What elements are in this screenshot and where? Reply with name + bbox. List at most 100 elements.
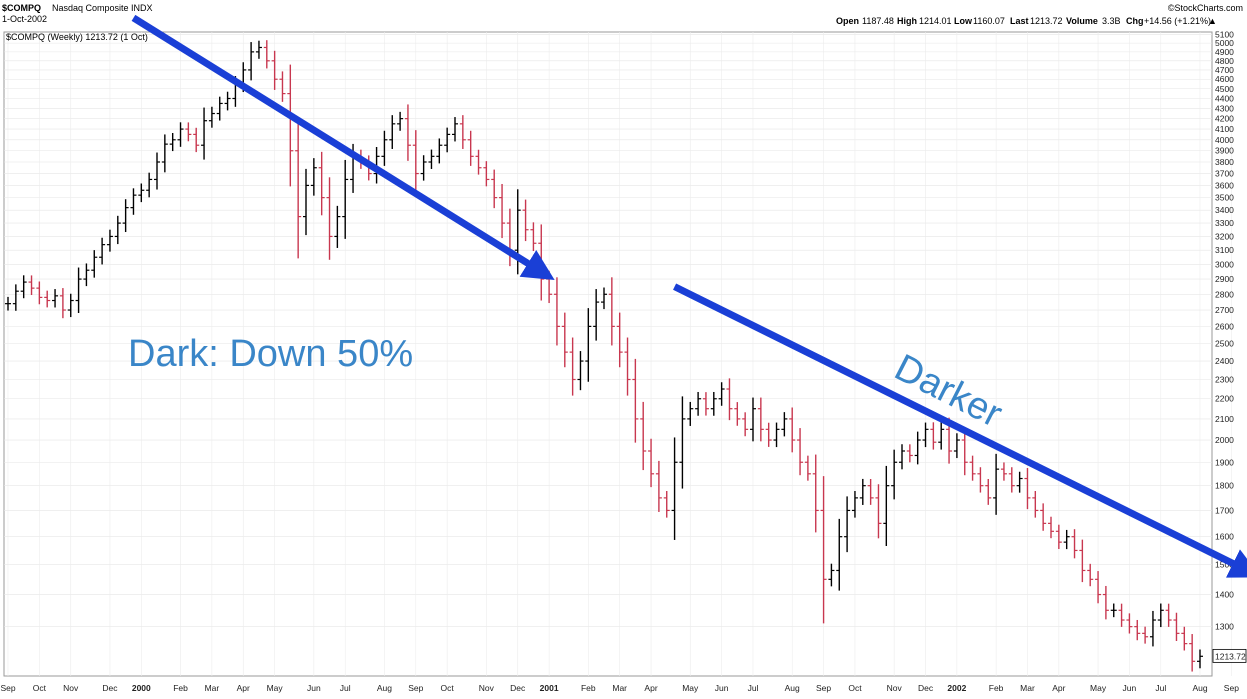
ohlc-bar <box>867 478 874 505</box>
chg-value: +14.56 (+1.21%) <box>1144 16 1211 26</box>
ohlc-bar <box>342 159 349 239</box>
dark-annotation: Dark: Down 50% <box>128 333 413 375</box>
ohlc-bar <box>1173 612 1180 642</box>
x-tick-label: Sep <box>1224 683 1239 693</box>
ohlc-bar <box>1102 585 1109 620</box>
x-tick-label: Dec <box>918 683 934 693</box>
ohlc-bar <box>616 312 623 368</box>
ohlc-bar <box>161 134 168 173</box>
ohlc-bar <box>216 96 223 121</box>
ohlc-bar <box>52 289 59 308</box>
x-tick-label: Mar <box>205 683 220 693</box>
ohlc-bar <box>765 422 772 447</box>
x-tick-label: Jul <box>748 683 759 693</box>
ohlc-bar <box>263 40 270 69</box>
ohlc-bar <box>28 275 35 296</box>
ohlc-bar <box>1071 529 1078 559</box>
ohlc-bar <box>1000 462 1007 481</box>
ohlc-bar <box>1110 603 1117 618</box>
ohlc-bar <box>1055 524 1062 550</box>
low-label: Low <box>954 16 973 26</box>
y-tick-label: 4100 <box>1215 124 1234 134</box>
ohlc-bar <box>640 401 647 471</box>
ohlc-bar <box>1165 603 1172 627</box>
y-tick-label: 4300 <box>1215 103 1234 113</box>
chg-label: Chg <box>1126 16 1144 26</box>
ohlc-bar <box>655 460 662 512</box>
ohlc-bar <box>106 229 113 252</box>
ohlc-bar <box>154 152 160 190</box>
ohlc-bar <box>648 438 655 488</box>
x-tick-label: Sep <box>408 683 423 693</box>
y-tick-label: 2700 <box>1215 305 1234 315</box>
ohlc-bar <box>1087 563 1094 587</box>
grid <box>4 32 1232 676</box>
ohlc-bar <box>859 478 866 505</box>
x-tick-label: Aug <box>377 683 392 693</box>
ohlc-bar <box>1016 471 1023 493</box>
ohlc-bar <box>459 115 466 149</box>
y-tick-label: 4700 <box>1215 65 1234 75</box>
ohlc-bar <box>334 205 341 248</box>
x-tick-label: Jun <box>1123 683 1137 693</box>
y-tick-label: 3800 <box>1215 157 1234 167</box>
ohlc-bar <box>961 428 968 476</box>
ohlc-bar <box>499 183 506 239</box>
y-tick-label: 2300 <box>1215 374 1234 384</box>
y-tick-label: 3900 <box>1215 146 1234 156</box>
x-tick-label: Sep <box>816 683 831 693</box>
ohlc-bar <box>1142 626 1149 644</box>
ohlc-bar <box>671 437 678 540</box>
volume-value: 3.3B <box>1102 16 1121 26</box>
ohlc-bar <box>185 122 192 142</box>
ohlc-bar <box>381 130 388 166</box>
ohlc-bar <box>875 484 882 539</box>
y-tick-label: 3300 <box>1215 218 1234 228</box>
ohlc-bar <box>5 296 11 311</box>
ohlc-bar <box>436 138 443 164</box>
y-tick-label: 1400 <box>1215 590 1234 600</box>
y-tick-label: 2800 <box>1215 289 1234 299</box>
x-tick-label: Apr <box>1052 683 1065 693</box>
scroll-up-icon[interactable]: ▲ <box>1208 16 1217 26</box>
ohlc-bar <box>632 358 639 443</box>
ohlc-bar <box>412 130 419 191</box>
ohlc-bar <box>781 412 788 437</box>
y-tick-label: 4400 <box>1215 93 1234 103</box>
ohlc-bar <box>1149 610 1156 647</box>
x-tick-label: May <box>267 683 284 693</box>
ohlc-bar <box>851 491 858 518</box>
x-tick-label: Dec <box>510 683 526 693</box>
x-tick-label: Jun <box>715 683 729 693</box>
ohlc-bar <box>224 91 231 111</box>
ohlc-bar <box>985 478 992 505</box>
y-tick-label: 4900 <box>1215 47 1234 57</box>
ohlc-bar <box>1118 603 1125 627</box>
x-tick-label: Feb <box>581 683 596 693</box>
y-tick-label: 4500 <box>1215 84 1234 94</box>
darker-arrow <box>673 283 1247 578</box>
ohlc-bar <box>1040 503 1047 531</box>
ohlc-bar <box>177 122 184 147</box>
ohlc-bar <box>287 64 294 187</box>
index-name: Nasdaq Composite INDX <box>52 3 153 13</box>
ohlc-bar <box>953 433 960 459</box>
ohlc-bar <box>397 111 404 131</box>
y-tick-label: 3600 <box>1215 180 1234 190</box>
y-tick-label: 1900 <box>1215 457 1234 467</box>
ohlc-bar <box>820 476 827 624</box>
y-tick-label: 5100 <box>1215 30 1234 40</box>
y-tick-label: 2600 <box>1215 321 1234 331</box>
y-tick-label: 4000 <box>1215 135 1234 145</box>
last-value-tag: 1213.72 <box>1215 651 1246 661</box>
date-label: 1-Oct-2002 <box>2 14 47 24</box>
ohlc-bar <box>208 106 215 128</box>
ohlc-bar <box>91 250 98 278</box>
high-value: 1214.01 <box>919 16 952 26</box>
ohlc-bar <box>1079 539 1086 583</box>
x-tick-label: Jun <box>307 683 321 693</box>
ohlc-bar <box>59 288 66 319</box>
source-label: ©StockCharts.com <box>1168 3 1243 13</box>
